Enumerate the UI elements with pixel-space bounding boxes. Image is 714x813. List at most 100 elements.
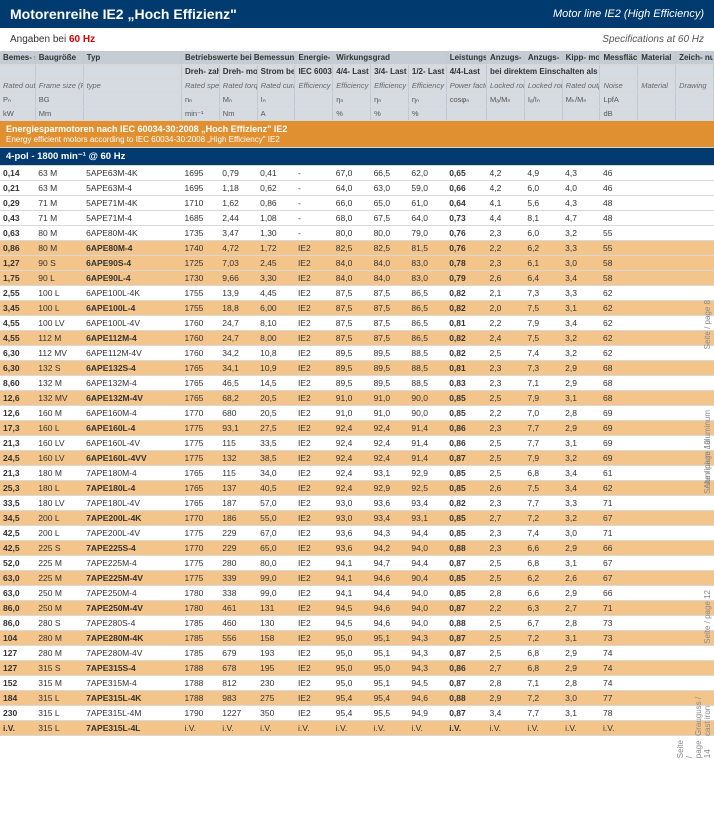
cell-e2: 89,5: [371, 346, 409, 361]
cell-e3: 86,5: [408, 316, 446, 331]
cell-n: 1765: [181, 391, 219, 406]
cell-bg: 71 M: [35, 196, 83, 211]
cell-bg: 225 M: [35, 556, 83, 571]
cell-dwg: [676, 376, 714, 391]
cell-mat: [638, 511, 676, 526]
cell-e2: 95,1: [371, 676, 409, 691]
cell-db: 48: [600, 196, 638, 211]
cell-m: 4,72: [219, 241, 257, 256]
table-row: 8,60132 M6APE132M-4176546,514,5IE289,589…: [0, 376, 714, 391]
cell-dwg: [676, 511, 714, 526]
cell-db: 55: [600, 241, 638, 256]
cell-e1: 89,5: [333, 361, 371, 376]
cell-e3: 62,0: [408, 166, 446, 181]
cell-typ: 7APE315L-4K: [83, 691, 181, 706]
cell-mat: [638, 376, 676, 391]
cell-e3: 94,0: [408, 586, 446, 601]
cell-ma: 2,8: [487, 676, 525, 691]
cell-i: 350: [257, 706, 295, 721]
cell-ie: IE2: [295, 376, 333, 391]
cell-n: 1775: [181, 556, 219, 571]
cell-pn: 1,75: [0, 271, 35, 286]
cell-e1: 67,0: [333, 166, 371, 181]
cell-e1: 87,5: [333, 301, 371, 316]
cell-ma: 2,2: [487, 316, 525, 331]
cell-pn: 8,60: [0, 376, 35, 391]
cell-m: 229: [219, 526, 257, 541]
cell-bg: 315 S: [35, 661, 83, 676]
cell-ia: 7,5: [524, 331, 562, 346]
table-row: 42,5200 L7APE200L-4V177522967,0IE293,694…: [0, 526, 714, 541]
spec-row: Angaben bei 60 Hz Specifications at 60 H…: [0, 28, 714, 51]
cell-pn: 63,0: [0, 586, 35, 601]
cell-dwg: [676, 391, 714, 406]
cell-mat: [638, 286, 676, 301]
cell-db: 62: [600, 301, 638, 316]
cell-db: 68: [600, 376, 638, 391]
cell-pn: 0,63: [0, 226, 35, 241]
cell-i: 99,0: [257, 586, 295, 601]
cell-pn: 86,0: [0, 616, 35, 631]
side-label: Seite / page 10: [703, 440, 712, 494]
cell-mk: 3,2: [562, 226, 600, 241]
cell-ia: 6,2: [524, 571, 562, 586]
cell-db: 69: [600, 421, 638, 436]
cell-m: 678: [219, 661, 257, 676]
cell-e3: 81,5: [408, 241, 446, 256]
cell-bg: 132 S: [35, 361, 83, 376]
cell-db: 66: [600, 541, 638, 556]
cell-mk: 3,1: [562, 391, 600, 406]
cell-ia: 6,8: [524, 556, 562, 571]
cell-e1: 95,4: [333, 706, 371, 721]
cell-db: 74: [600, 676, 638, 691]
cell-ie: IE2: [295, 661, 333, 676]
cell-db: 71: [600, 496, 638, 511]
cell-db: 62: [600, 481, 638, 496]
cell-typ: 7APE200L-4K: [83, 511, 181, 526]
cell-e2: 95,1: [371, 631, 409, 646]
cell-pn: 0,14: [0, 166, 35, 181]
header-english: Rated output Frame size (FS) type Rated …: [0, 79, 714, 93]
cell-m: 812: [219, 676, 257, 691]
cell-mk: 2,9: [562, 361, 600, 376]
cell-e3: 92,5: [408, 481, 446, 496]
cell-bg: 280 M: [35, 631, 83, 646]
cell-ie: IE2: [295, 271, 333, 286]
cell-typ: 6APE100L-4V: [83, 316, 181, 331]
cell-e1: 93,6: [333, 526, 371, 541]
cell-e1: 87,5: [333, 316, 371, 331]
cell-mk: 3,1: [562, 436, 600, 451]
table-row: 0,1463 M5APE63M-4K16950,790,41-67,066,56…: [0, 166, 714, 181]
cell-n: 1765: [181, 376, 219, 391]
cell-ie: IE2: [295, 511, 333, 526]
cell-mat: [638, 571, 676, 586]
side-label: Seite / page 8: [703, 300, 712, 349]
cell-ia: 7,3: [524, 361, 562, 376]
cell-mk: 3,4: [562, 466, 600, 481]
cell-pn: 4,55: [0, 331, 35, 346]
cell-mat: [638, 301, 676, 316]
cell-db: 69: [600, 436, 638, 451]
table-row: 127280 M7APE280M-4V1785679193IE295,095,1…: [0, 646, 714, 661]
table-row: 127315 S7APE315S-41788678195IE295,095,09…: [0, 661, 714, 676]
cell-ma: 2,5: [487, 631, 525, 646]
cell-pf: 0,81: [446, 316, 486, 331]
cell-bg: 100 L: [35, 286, 83, 301]
cell-mk: 3,2: [562, 331, 600, 346]
cell-ia: 7,3: [524, 286, 562, 301]
cell-i: 55,0: [257, 511, 295, 526]
cell-n: 1695: [181, 181, 219, 196]
cell-pn: 17,3: [0, 421, 35, 436]
cell-m: 13,9: [219, 286, 257, 301]
cell-typ: 6APE112M-4: [83, 331, 181, 346]
table-row: 17,3160 L6APE160L-4177593,127,5IE292,492…: [0, 421, 714, 436]
cell-m: 187: [219, 496, 257, 511]
cell-mat: [638, 346, 676, 361]
cell-mat: [638, 211, 676, 226]
cell-pn: 3,45: [0, 301, 35, 316]
cell-e1: 95,4: [333, 691, 371, 706]
cell-i: 158: [257, 631, 295, 646]
cell-ia: 7,2: [524, 511, 562, 526]
cell-pn: 230: [0, 706, 35, 721]
cell-e3: 79,0: [408, 226, 446, 241]
